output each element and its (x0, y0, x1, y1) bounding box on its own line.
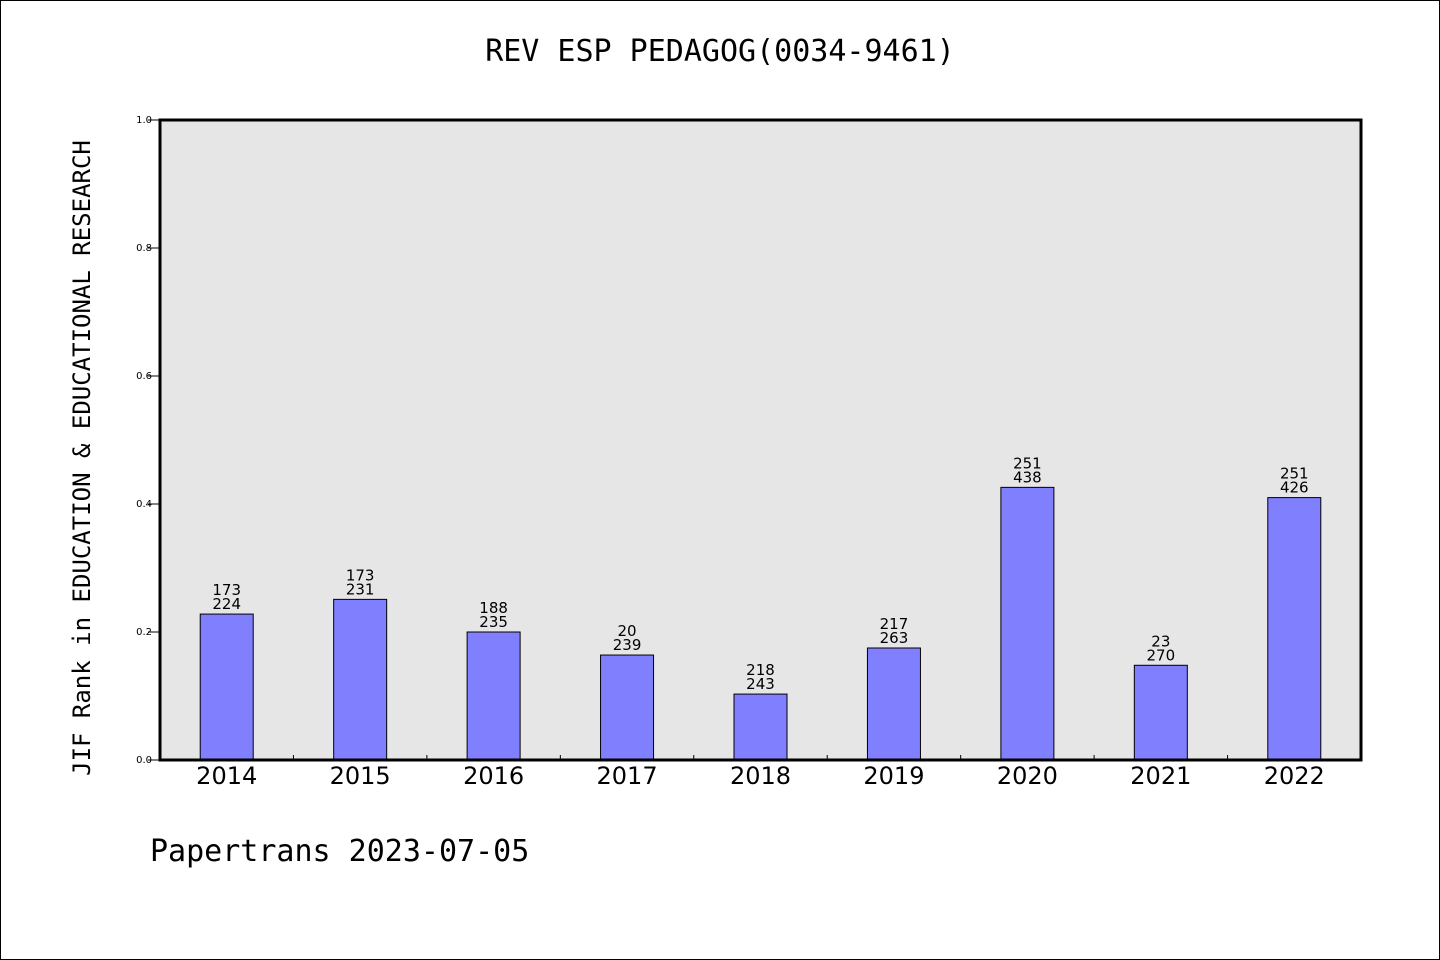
bar-label-rank: 173 (212, 581, 241, 599)
bar-label-rank: 20 (618, 622, 637, 640)
bar-2019 (866, 647, 921, 761)
y-tick-label: 0.2 (136, 627, 152, 638)
chart-title: REV ESP PEDAGOG(0034-9461) (485, 34, 955, 69)
bar-label-total: 243 (746, 675, 775, 693)
x-tick-label: 2021 (1130, 762, 1191, 790)
x-tick-label: 2016 (463, 762, 524, 790)
x-tick-label: 2017 (597, 762, 658, 790)
y-tick-label: 0.4 (136, 499, 152, 510)
bar-label-rank: 173 (346, 566, 375, 584)
bar-2014 (199, 613, 254, 761)
bar-label-total: 426 (1280, 479, 1309, 497)
x-tick-label: 2015 (330, 762, 391, 790)
y-tick-label: 0.8 (136, 243, 152, 254)
bar-label-rank: 23 (1151, 632, 1170, 650)
bar-label-total: 224 (212, 595, 241, 613)
bar-label-rank: 251 (1013, 454, 1042, 472)
x-tick-label: 2019 (863, 762, 924, 790)
bar-2021 (1133, 664, 1188, 761)
x-tick-label: 2020 (997, 762, 1058, 790)
bar-label-total: 438 (1013, 468, 1042, 486)
bar-label-total: 239 (613, 636, 642, 654)
bar-label-total: 231 (346, 580, 375, 598)
bar-2015 (333, 598, 388, 761)
bar-2018 (733, 693, 788, 761)
x-axis: 2014 2015 2016 2017 2018 2019 2020 2021 2022 (196, 755, 1325, 790)
bar-label-total: 270 (1147, 646, 1176, 664)
y-axis: 0.0 0.2 0.4 0.6 0.8 1.0 (136, 115, 160, 766)
bar-label-rank: 217 (880, 615, 909, 633)
y-tick-label: 0.0 (136, 755, 152, 766)
bar-2022 (1267, 497, 1322, 761)
x-tick-label: 2018 (730, 762, 791, 790)
bar-2017 (600, 654, 655, 761)
bar-data-labels: 1732241732311882352023921824321726325143… (212, 454, 1308, 693)
bar-label-rank: 188 (479, 599, 508, 617)
bar-2016 (466, 631, 521, 761)
y-tick-label: 0.6 (136, 371, 152, 382)
bar-label-total: 263 (880, 629, 909, 647)
x-tick-label: 2014 (196, 762, 257, 790)
bars (199, 486, 1322, 761)
plot-border (158, 118, 1363, 762)
y-tick-label: 1.0 (136, 115, 152, 126)
bar-label-total: 235 (479, 613, 508, 631)
footer-text: Papertrans 2023-07-05 (150, 834, 530, 869)
x-tick-label: 2022 (1264, 762, 1325, 790)
bar-label-rank: 218 (746, 661, 775, 679)
bar-2020 (1000, 486, 1055, 761)
bar-label-rank: 251 (1280, 465, 1309, 483)
